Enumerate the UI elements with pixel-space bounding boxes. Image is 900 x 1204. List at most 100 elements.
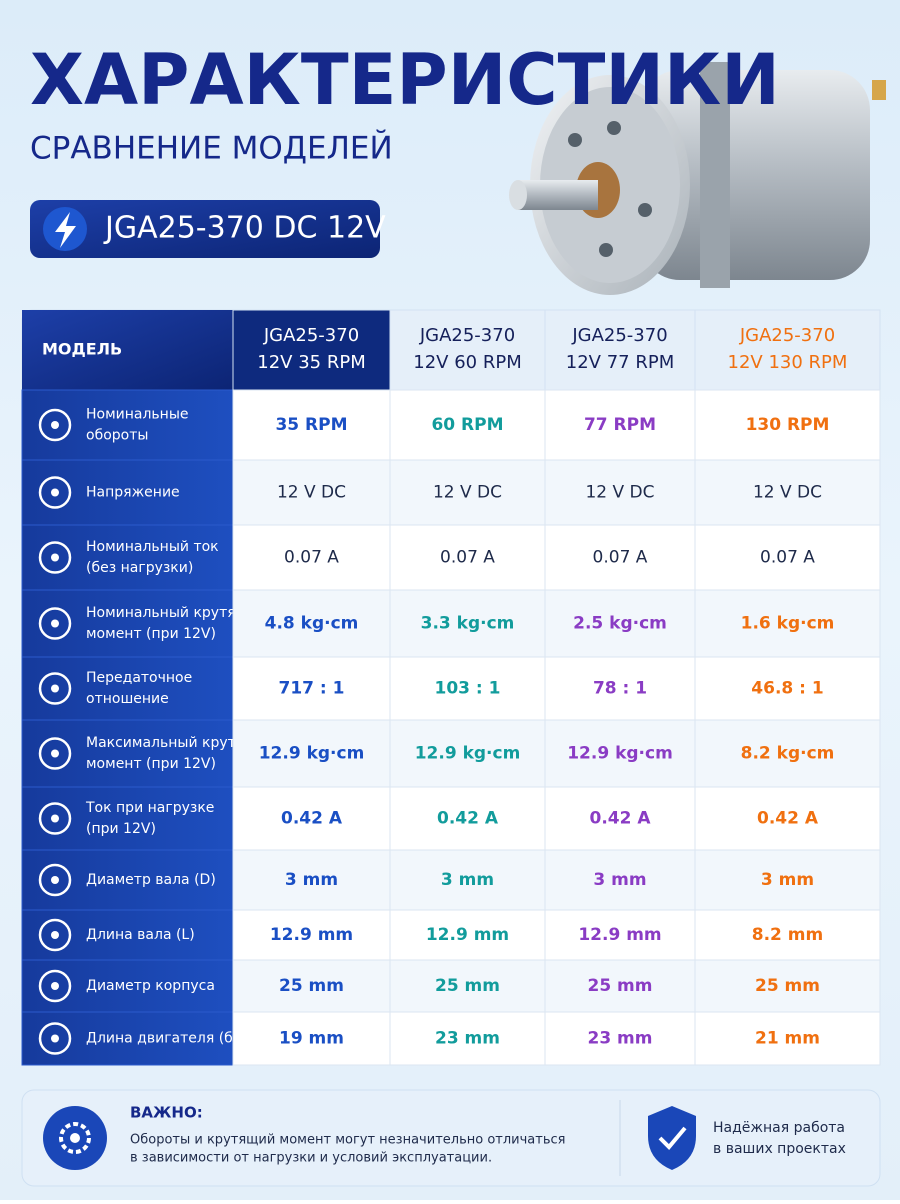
row-label: обороты xyxy=(86,428,148,444)
cell xyxy=(694,719,881,788)
cell xyxy=(544,589,696,658)
cell xyxy=(389,786,546,851)
cell xyxy=(389,389,546,461)
row-icon-dot xyxy=(51,1034,59,1043)
column-header: 12V 35 RPM xyxy=(257,352,365,373)
row-icon xyxy=(38,918,72,952)
table: МОДЕЛЬ JGA25-370 12V 35 RPM JGA25-370 12V 60… xyxy=(21,309,881,1066)
row-icon xyxy=(38,863,72,897)
row-label: момент (при 12V) xyxy=(86,626,216,642)
cell-value: 19 mm xyxy=(279,1029,344,1049)
cell-value: 0.42 A xyxy=(589,809,651,829)
cell-value: 21 mm xyxy=(755,1029,820,1049)
cell xyxy=(544,849,696,911)
header-cell xyxy=(544,309,696,391)
cell xyxy=(389,909,546,961)
cell-value: 23 mm xyxy=(587,1029,652,1049)
cell-value: 0.07 A xyxy=(284,548,339,568)
row-label: момент (при 12V) xyxy=(86,756,216,772)
cell-value: 23 mm xyxy=(435,1029,500,1049)
column-header: JGA25-370 xyxy=(739,325,835,346)
row-icon-dot xyxy=(51,553,59,562)
cell xyxy=(544,719,696,788)
note-line: в зависимости от нагрузки и условий эксп… xyxy=(130,1151,492,1166)
note-title: ВАЖНО: xyxy=(130,1104,203,1122)
cell-value: 1.6 kg·cm xyxy=(741,614,835,634)
cell-value: 8.2 mm xyxy=(752,925,823,945)
cell xyxy=(232,719,391,788)
row-icon-dot xyxy=(51,488,59,497)
cell xyxy=(694,1011,881,1066)
cell xyxy=(544,524,696,591)
row-icon-dot xyxy=(51,619,59,628)
row-label: (при 12V) xyxy=(86,821,156,837)
row-icon xyxy=(38,737,72,770)
cell xyxy=(544,909,696,961)
cell-value: 3 mm xyxy=(441,870,494,890)
column-header: JGA25-370 xyxy=(263,325,359,346)
row-icon xyxy=(38,607,72,640)
header-cell xyxy=(389,309,546,391)
row-icon xyxy=(38,541,72,574)
cell-value: 60 RPM xyxy=(431,415,503,435)
cell-value: 12 V DC xyxy=(585,483,654,503)
column-header: JGA25-370 xyxy=(419,325,515,346)
cell xyxy=(544,1011,696,1066)
row-icon-dot xyxy=(51,982,59,990)
cell-value: 12.9 kg·cm xyxy=(567,744,673,764)
cell-value: 3.3 kg·cm xyxy=(421,614,515,634)
header-cell xyxy=(694,309,881,391)
cell xyxy=(232,589,391,658)
cell-value: 8.2 kg·cm xyxy=(741,744,835,764)
cell-value: 25 mm xyxy=(755,976,820,996)
cell-value: 3 mm xyxy=(761,870,814,890)
cell xyxy=(389,459,546,526)
column-header: 12V 130 RPM xyxy=(728,352,848,373)
cell xyxy=(544,959,696,1013)
row-icon xyxy=(38,802,72,835)
badge xyxy=(30,200,380,258)
cell xyxy=(389,1011,546,1066)
cell-value: 12 V DC xyxy=(433,483,502,503)
cell xyxy=(232,656,391,721)
row-label: Максимальный крутящий xyxy=(86,735,276,751)
cell-value: 25 mm xyxy=(435,976,500,996)
column-header: JGA25-370 xyxy=(571,325,667,346)
cell-value: 25 mm xyxy=(587,976,652,996)
cell-value: 77 RPM xyxy=(584,415,656,435)
row-icon xyxy=(38,969,72,1003)
cell xyxy=(544,389,696,461)
header-cell xyxy=(22,310,233,390)
check-icon xyxy=(658,1126,687,1150)
cell-value: 46.8 : 1 xyxy=(751,679,823,699)
cell xyxy=(544,656,696,721)
row-label: Длина вала (L) xyxy=(86,927,195,943)
badge-line: в ваших проектах xyxy=(713,1141,846,1157)
row-label: Номинальный ток xyxy=(86,539,219,555)
cell-value: 0.42 A xyxy=(281,809,343,829)
row-icon-dot xyxy=(51,814,59,823)
motor-image xyxy=(509,62,886,295)
title: ХАРАКТЕРИСТИКИ xyxy=(30,39,780,121)
row-icon xyxy=(38,408,72,442)
row-icon xyxy=(38,672,72,705)
badge-line: Надёжная работа xyxy=(713,1120,845,1136)
cell-value: 12.9 mm xyxy=(426,925,509,945)
badge-text: JGA25-370 DC 12V xyxy=(103,211,386,246)
header-cell xyxy=(232,309,391,391)
cell xyxy=(694,656,881,721)
cell xyxy=(694,589,881,658)
cell-value: 4.8 kg·cm xyxy=(265,614,359,634)
cell xyxy=(232,524,391,591)
row-icon-dot xyxy=(51,876,59,884)
cell-value: 25 mm xyxy=(279,976,344,996)
row-icon xyxy=(38,1022,72,1055)
cell xyxy=(389,656,546,721)
cell-value: 35 RPM xyxy=(275,415,347,435)
row-label: Диаметр вала (D) xyxy=(86,872,216,888)
cell xyxy=(232,849,391,911)
column-header: 12V 60 RPM xyxy=(413,352,521,373)
cell-value: 12.9 mm xyxy=(270,925,353,945)
cell-value: 0.42 A xyxy=(437,809,499,829)
